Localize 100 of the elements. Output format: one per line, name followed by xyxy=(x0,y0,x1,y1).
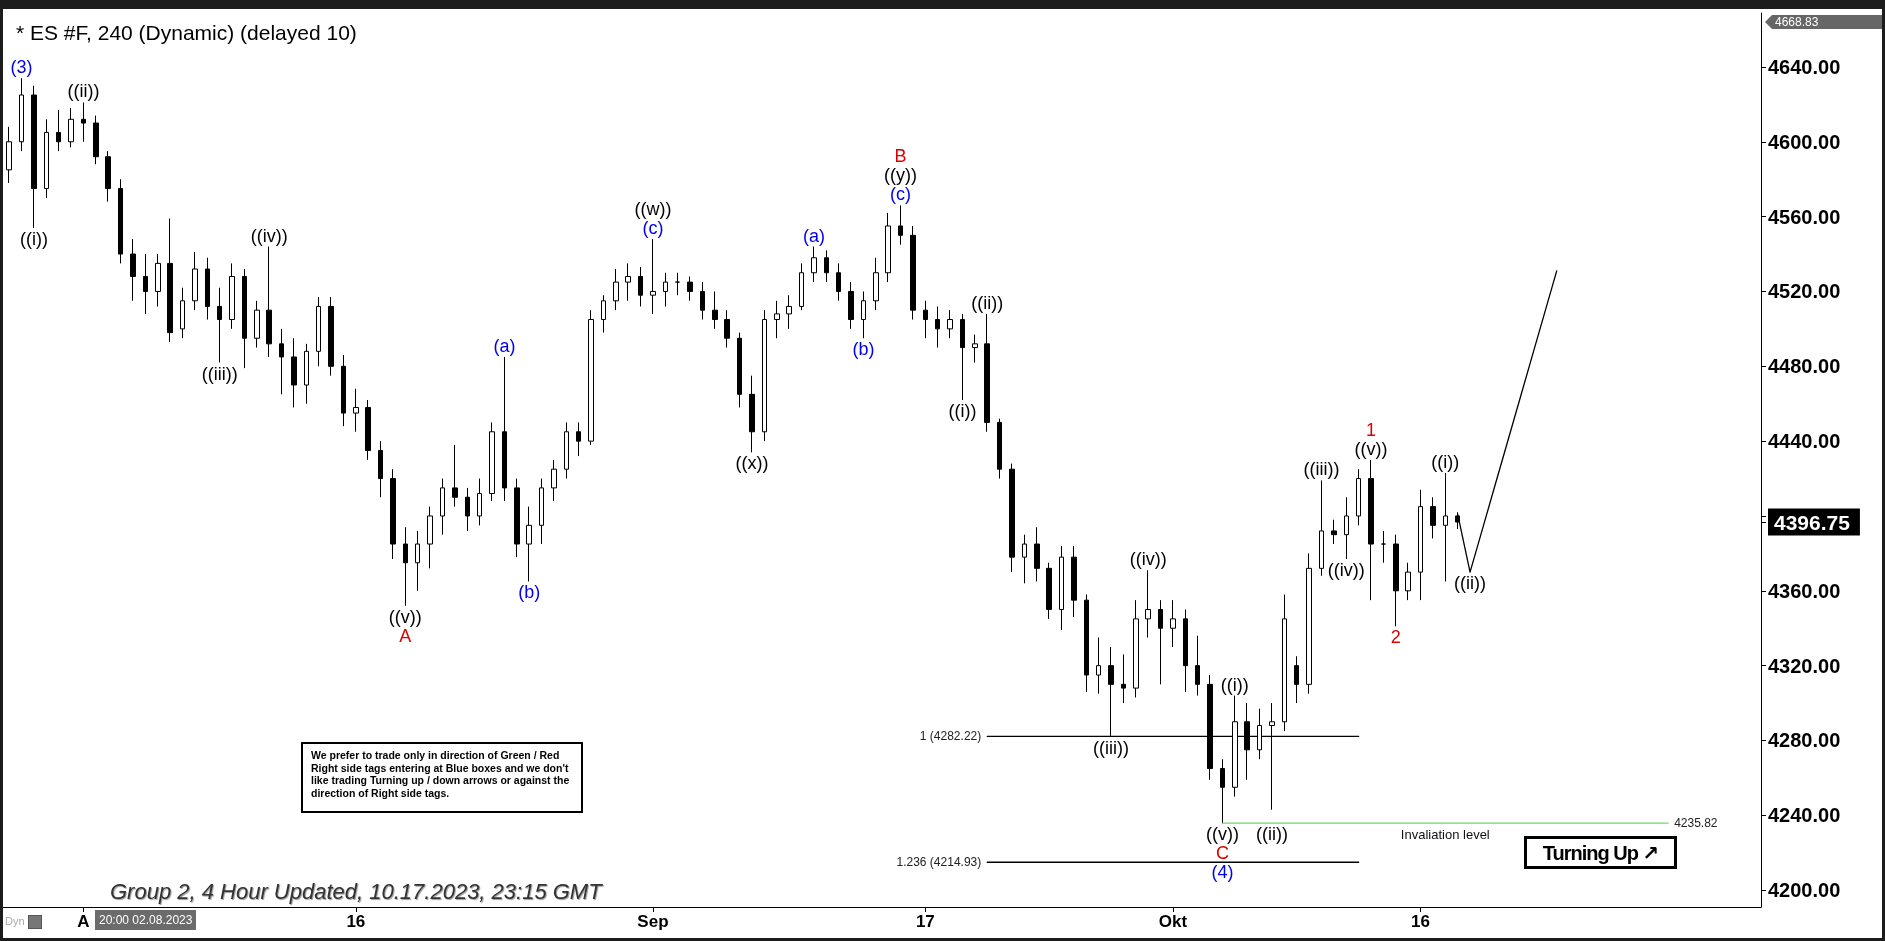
candlestick xyxy=(93,115,99,165)
candlestick xyxy=(1294,655,1299,704)
annotation: ((iv)) xyxy=(250,225,288,246)
annotation: ((iii)) xyxy=(1303,459,1340,480)
candlestick xyxy=(1084,594,1089,693)
candlestick xyxy=(229,262,235,330)
annotation: ((i)) xyxy=(1220,674,1249,695)
candlestick xyxy=(1331,519,1337,545)
annotation: ((ii)) xyxy=(971,292,1004,313)
candlestick xyxy=(143,253,148,315)
candlestick xyxy=(588,309,594,446)
candlestick xyxy=(440,478,445,536)
x-tick-label: 17 xyxy=(915,912,935,931)
candlestick xyxy=(923,300,928,339)
data-label: 4235.82 xyxy=(1674,816,1718,831)
candlestick xyxy=(650,238,656,315)
candlestick xyxy=(105,150,111,203)
candlestick xyxy=(935,305,940,349)
annotation: 1 xyxy=(1366,419,1377,440)
candlestick xyxy=(56,109,61,152)
x-tick-label: A xyxy=(77,912,90,931)
candlestick xyxy=(910,225,916,321)
candlestick xyxy=(502,356,507,502)
candlestick xyxy=(1059,545,1064,631)
chart-title: * ES #F, 240 (Dynamic) (delayed 10) xyxy=(16,21,357,44)
candlestick xyxy=(1381,530,1386,564)
y-tick-label: 4240.00 xyxy=(1768,804,1841,827)
annotation: We prefer to trade only in direction of Green / Red Right side tags entering at Blue boxes and we don't like trading Turning up / down arrows or against the direction of Right side tags. xyxy=(301,742,583,813)
y-tick-label: 4560.00 xyxy=(1768,205,1841,228)
candlestick xyxy=(1306,552,1312,695)
candlestick xyxy=(266,246,272,358)
annotation: (a) xyxy=(802,225,825,246)
annotation: ((w)) xyxy=(634,199,672,220)
candlestick xyxy=(811,246,817,283)
candlestick xyxy=(1133,599,1139,698)
annotation: (b) xyxy=(852,339,875,360)
candlestick xyxy=(1418,489,1423,601)
x-tick-label: 16 xyxy=(346,912,366,931)
candlestick xyxy=(19,77,24,152)
candlestick xyxy=(6,126,12,184)
candlestick xyxy=(1405,562,1411,601)
candlestick xyxy=(1009,463,1015,573)
candlestick xyxy=(155,253,161,307)
y-tick-label: 4600.00 xyxy=(1768,130,1841,153)
candlestick xyxy=(526,506,532,582)
candlestick xyxy=(68,107,74,148)
candlestick xyxy=(44,118,49,199)
candlestick xyxy=(898,204,903,246)
annotation: ((iv)) xyxy=(1129,549,1167,570)
candlestick xyxy=(180,287,185,339)
candlestick xyxy=(390,468,396,560)
annotation: ((ii)) xyxy=(1255,824,1288,845)
candlestick xyxy=(328,296,334,377)
annotation: ((y)) xyxy=(884,165,918,186)
candlestick xyxy=(465,487,470,532)
annotation: ((ii)) xyxy=(67,81,100,102)
candlestick xyxy=(675,272,680,296)
text: 4668.83 xyxy=(1765,15,1882,29)
candlestick xyxy=(836,262,841,302)
candlestick xyxy=(972,333,978,364)
candlestick xyxy=(687,275,693,302)
candlestick xyxy=(415,530,420,592)
candlestick xyxy=(31,85,37,229)
annotation: ((i)) xyxy=(1431,451,1460,472)
candlestick xyxy=(873,257,879,311)
candlestick xyxy=(254,300,260,349)
candlestick xyxy=(130,238,136,302)
x-tick-label: Okt xyxy=(1158,912,1188,931)
candlestick xyxy=(378,440,383,498)
candlestick xyxy=(700,281,705,321)
candlestick xyxy=(1344,496,1349,560)
candlestick xyxy=(861,290,866,339)
annotation: ((iii)) xyxy=(1093,737,1130,758)
candlestick xyxy=(452,444,458,508)
candlestick xyxy=(365,399,371,461)
text: Dyn xyxy=(5,915,25,927)
candlestick xyxy=(1022,534,1027,584)
candlestick xyxy=(848,281,854,330)
candlestick xyxy=(341,354,346,427)
annotation: ((i)) xyxy=(948,400,977,421)
candlestick xyxy=(799,262,804,311)
annotation: 2 xyxy=(1390,627,1401,648)
data-label: 1.236 (4214.93) xyxy=(896,855,982,870)
annotation: Turning Up ↗ xyxy=(1524,836,1677,869)
y-tick-label: 4360.00 xyxy=(1768,579,1841,602)
candlestick xyxy=(1393,534,1399,627)
candlestick xyxy=(316,296,321,367)
candlestick xyxy=(1158,599,1163,685)
candlestick xyxy=(118,178,123,264)
candlestick xyxy=(279,328,284,395)
annotation: (c) xyxy=(642,218,664,239)
annotation: ((x)) xyxy=(735,453,769,474)
candlestick xyxy=(960,313,965,401)
candlestick xyxy=(477,478,482,526)
annotation: (3) xyxy=(10,57,33,78)
candlestick xyxy=(786,294,792,330)
candlestick xyxy=(638,266,643,307)
annotation: B xyxy=(894,146,907,167)
annotation: ((iii)) xyxy=(201,363,238,384)
candlestick xyxy=(749,375,755,453)
